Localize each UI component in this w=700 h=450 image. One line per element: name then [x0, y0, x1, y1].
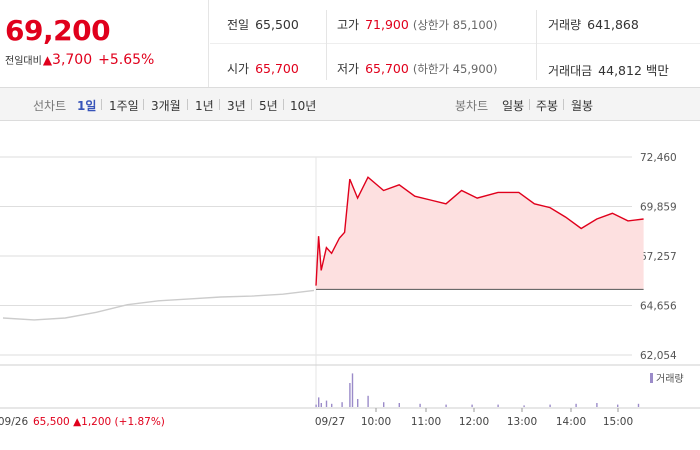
- prev-close-value: 65,500: [255, 17, 299, 32]
- volume-bar: [341, 402, 343, 407]
- tab-5y[interactable]: 5년: [259, 99, 278, 113]
- stat-high: 고가 71,900 (상한가 85,100): [337, 16, 497, 33]
- volume-legend-swatch: [650, 373, 653, 383]
- volume-bar: [351, 373, 354, 407]
- volume-bar: [637, 403, 640, 407]
- stat-open: 시가 65,700: [227, 60, 299, 77]
- volume-bar: [575, 403, 577, 407]
- tab-separator: [251, 99, 252, 110]
- tab-weekly[interactable]: 주봉: [536, 99, 559, 113]
- volume-bar: [596, 403, 598, 407]
- tab-daily[interactable]: 일봉: [502, 99, 525, 113]
- x-tick-label: 09/27: [315, 416, 345, 428]
- line-chart-label: 선차트: [33, 99, 67, 113]
- volume-label: 거래량: [548, 18, 582, 32]
- tab-separator: [143, 99, 144, 110]
- amount-label: 거래대금: [548, 64, 593, 78]
- change-label: 전일대비: [5, 56, 42, 67]
- tab-separator: [101, 99, 102, 110]
- y-tick-label: 67,257: [640, 251, 677, 263]
- upper-limit: (상한가 85,100): [412, 18, 498, 32]
- volume-value: 641,868: [587, 17, 639, 32]
- volume-bar: [419, 403, 421, 407]
- x-tick-label: 14:00: [556, 416, 586, 428]
- stat-prev-close: 전일 65,500: [227, 16, 299, 33]
- x-tick-label: 12:00: [459, 416, 489, 428]
- chart-tabs: 선차트 1일 1주일 3개월 1년 3년 5년 10년 봉차트 일봉 주봉 월봉: [0, 88, 700, 121]
- stat-volume: 거래량 641,868: [548, 16, 639, 33]
- volume-bar: [398, 403, 400, 407]
- today-fill-area: [316, 177, 644, 290]
- stock-summary: 69,200 전일대비▲3,700 +5.65% 전일 65,500 고가 71,90…: [0, 0, 700, 88]
- prev-day-line: [2, 289, 315, 321]
- change-amount: 3,700: [52, 52, 93, 68]
- tab-separator: [187, 99, 188, 110]
- y-tick-label: 62,054: [640, 350, 677, 362]
- low-label: 저가: [337, 62, 360, 76]
- volume-bar: [357, 399, 359, 407]
- tab-1d[interactable]: 1일: [77, 99, 97, 113]
- up-triangle-icon: ▲: [42, 53, 53, 67]
- tab-monthly[interactable]: 월봉: [571, 99, 594, 113]
- low-value: 65,700: [365, 61, 409, 76]
- volume-legend-label: 거래량: [656, 373, 684, 385]
- tab-3m[interactable]: 3개월: [151, 99, 181, 113]
- volume-bar: [549, 404, 551, 407]
- price-box: 69,200 전일대비▲3,700 +5.65%: [0, 0, 209, 87]
- amount-value: 44,812: [598, 63, 642, 78]
- volume-bar: [325, 400, 328, 407]
- volume-bar: [617, 404, 619, 407]
- high-label: 고가: [337, 18, 360, 32]
- price-change: 전일대비▲3,700 +5.65%: [5, 52, 154, 68]
- volume-bar: [315, 404, 317, 407]
- stat-row-divider: [210, 43, 700, 44]
- volume-bar: [445, 404, 447, 407]
- tab-1w[interactable]: 1주일: [109, 99, 139, 113]
- volume-bar: [497, 404, 499, 407]
- change-percent: +5.65%: [98, 52, 155, 68]
- volume-bar: [471, 404, 473, 407]
- x-tick-label: 10:00: [361, 416, 391, 428]
- open-value: 65,700: [255, 61, 299, 76]
- volume-bar: [331, 403, 333, 407]
- current-price: 69,200: [5, 14, 111, 47]
- volume-bar: [349, 383, 351, 407]
- prev-day-summary: 65,500 ▲1,200 (+1.87%): [33, 416, 165, 428]
- y-tick-label: 64,656: [640, 301, 677, 313]
- x-tick-label: 13:00: [507, 416, 537, 428]
- volume-bar: [318, 397, 320, 407]
- prev-close-label: 전일: [227, 18, 250, 32]
- volume-bar: [320, 403, 322, 407]
- volume-bar: [383, 402, 385, 407]
- x-tick-label: 09/26: [0, 416, 28, 428]
- tab-10y[interactable]: 10년: [290, 99, 317, 113]
- tab-separator: [529, 99, 530, 110]
- x-tick-label: 15:00: [603, 416, 633, 428]
- candle-chart-label: 봉차트: [455, 99, 489, 113]
- high-value: 71,900: [365, 17, 409, 32]
- y-tick-label: 69,859: [640, 202, 677, 214]
- stat-amount: 거래대금 44,812 백만: [548, 60, 669, 79]
- price-chart: 72,460 69,859 67,257 64,656 62,054 거래량 09/26…: [0, 152, 700, 428]
- column-divider: [326, 10, 327, 80]
- volume-bar: [367, 395, 369, 407]
- today-price-line: [315, 176, 644, 286]
- stat-low: 저가 65,700 (하한가 45,900): [337, 60, 497, 77]
- amount-unit: 백만: [645, 63, 669, 78]
- lower-limit: (하한가 45,900): [412, 62, 498, 76]
- tab-separator: [219, 99, 220, 110]
- tab-separator: [563, 99, 564, 110]
- tab-3y[interactable]: 3년: [227, 99, 246, 113]
- volume-bar: [523, 405, 525, 407]
- open-label: 시가: [227, 62, 250, 76]
- y-tick-label: 72,460: [640, 152, 677, 164]
- tab-1y[interactable]: 1년: [195, 99, 214, 113]
- tab-separator: [283, 99, 284, 110]
- column-divider: [536, 10, 537, 80]
- x-tick-label: 11:00: [411, 416, 441, 428]
